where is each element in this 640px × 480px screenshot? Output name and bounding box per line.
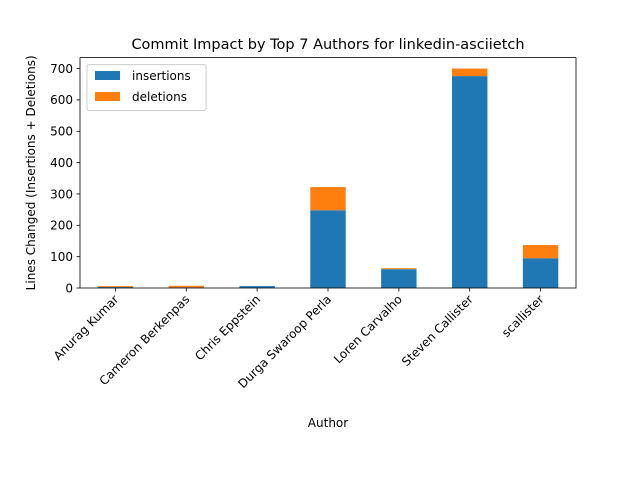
x-tick-label-0: Anurag Kumar (51, 292, 122, 363)
legend-swatch-deletions (95, 92, 120, 101)
legend: insertions deletions (86, 64, 207, 112)
bar-deletions-1 (168, 285, 204, 288)
x-tick-label-2: Chris Eppstein (192, 292, 263, 363)
bar-insertions-6 (522, 258, 559, 288)
bars-group (97, 68, 559, 288)
bar-insertions-5 (452, 76, 488, 288)
bar-insertions-3 (310, 210, 346, 288)
bar-deletions-4 (381, 268, 417, 270)
bar-insertions-0 (97, 287, 134, 288)
bar-deletions-0 (97, 286, 134, 288)
y-tick-label-1: 100 (50, 250, 73, 264)
y-axis-title: Lines Changed (Insertions + Deletions) (24, 55, 38, 290)
y-tick-label-6: 600 (50, 93, 73, 107)
y-tick-label-4: 400 (50, 156, 73, 170)
x-tick-label-4: Loren Carvalho (331, 292, 405, 366)
bar-insertions-4 (381, 269, 417, 288)
y-tick-label-7: 700 (50, 62, 73, 76)
y-tick-label-5: 500 (50, 125, 73, 139)
x-axis-title: Author (308, 416, 348, 430)
y-tick-label-0: 0 (65, 281, 73, 295)
y-tick-label-3: 300 (50, 187, 73, 201)
bar-deletions-3 (310, 187, 346, 211)
bar-deletions-6 (522, 245, 559, 259)
x-tick-label-5: Steven Callister (399, 292, 476, 369)
y-axis-ticks: 0 100 200 300 400 500 600 700 (50, 62, 80, 295)
chart-title: Commit Impact by Top 7 Authors for linke… (131, 37, 524, 53)
legend-label-deletions: deletions (132, 90, 187, 104)
legend-label-insertions: insertions (132, 69, 191, 83)
plot-frame (79, 57, 577, 289)
legend-swatch-insertions (95, 71, 120, 80)
x-tick-label-6: scallister (499, 292, 547, 340)
y-tick-label-2: 200 (50, 219, 73, 233)
bar-deletions-5 (452, 68, 488, 77)
bar-insertions-2 (239, 286, 275, 288)
